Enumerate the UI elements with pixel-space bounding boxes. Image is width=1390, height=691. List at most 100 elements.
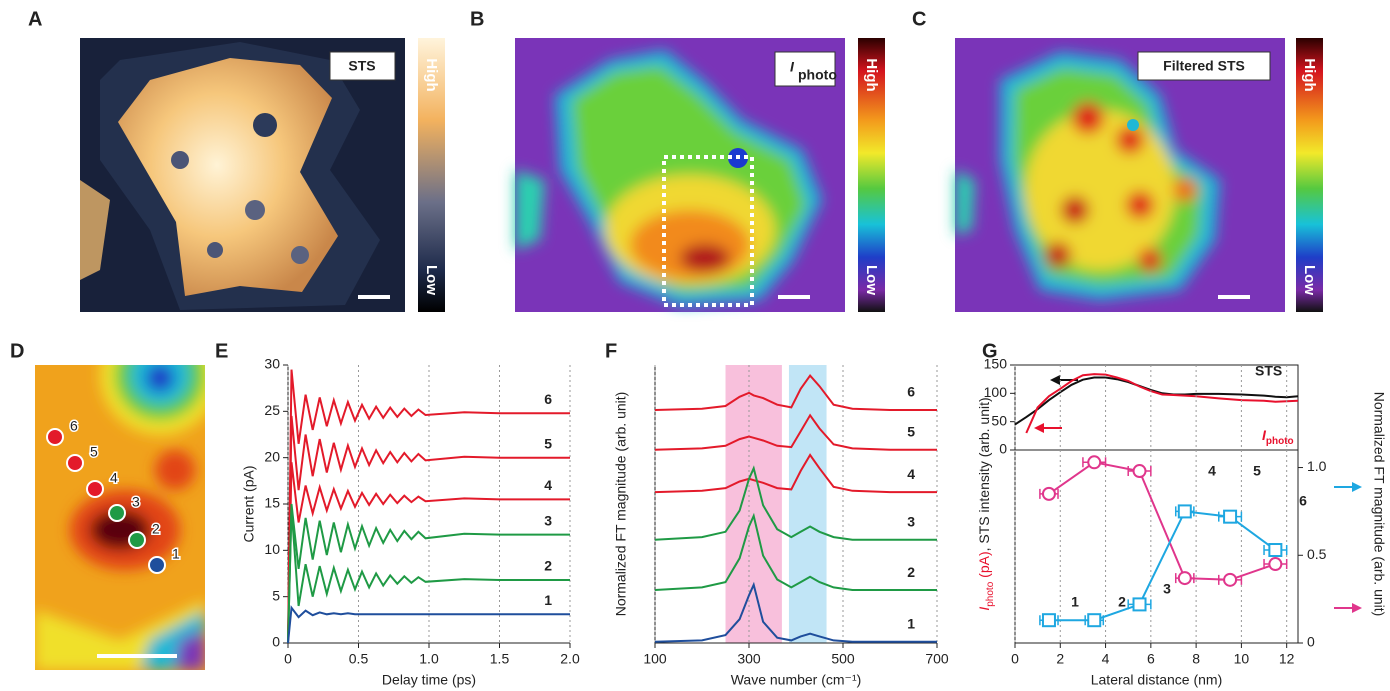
x-tick-label: 700 bbox=[925, 651, 949, 667]
x-tick-label: 0 bbox=[284, 651, 292, 667]
y-tick-label: 5 bbox=[272, 587, 280, 603]
image-label-sub: photo bbox=[798, 67, 837, 83]
point-label: 1 bbox=[172, 546, 180, 562]
y-axis-label: Normalized FT magnitude (arb. unit) bbox=[1371, 392, 1387, 617]
series-line bbox=[287, 605, 570, 644]
series-label: 5 bbox=[544, 435, 552, 451]
x-tick-label: 4 bbox=[1102, 651, 1110, 667]
series-line bbox=[654, 373, 937, 411]
y-tick-label: 0 bbox=[999, 441, 1007, 457]
series-line bbox=[654, 581, 937, 643]
colorbar-high: High bbox=[863, 58, 880, 91]
x-tick-label: 500 bbox=[831, 651, 855, 667]
y-tick-label: 15 bbox=[264, 495, 280, 511]
x-axis-label: Wave number (cm⁻¹) bbox=[731, 672, 862, 688]
series-label: 4 bbox=[907, 466, 915, 482]
point-marker bbox=[108, 504, 126, 522]
series-label: 1 bbox=[907, 615, 915, 631]
series-line bbox=[287, 462, 570, 644]
label-part: I bbox=[976, 607, 992, 611]
arrows bbox=[1034, 375, 1362, 613]
series-label: 6 bbox=[544, 391, 552, 407]
point-label: 2 bbox=[1118, 594, 1126, 610]
point-label: 4 bbox=[1208, 463, 1216, 479]
x-tick-label: 300 bbox=[737, 651, 761, 667]
marker bbox=[1087, 455, 1102, 470]
marker bbox=[1132, 464, 1147, 479]
x-axis-label: Delay time (ps) bbox=[382, 672, 476, 688]
panel-letter: G bbox=[982, 340, 998, 362]
colorbar-high: High bbox=[423, 58, 440, 91]
series-label: 6 bbox=[907, 384, 915, 400]
y-tick-label: 0 bbox=[272, 634, 280, 650]
series-line bbox=[287, 369, 570, 644]
panel-letter: E bbox=[215, 340, 228, 362]
y-tick-label: 25 bbox=[264, 402, 280, 418]
marker bbox=[1132, 597, 1147, 612]
panel-letter: A bbox=[28, 8, 42, 30]
panel-letter: F bbox=[605, 340, 617, 362]
label-part: (pA) bbox=[976, 551, 992, 581]
series-line bbox=[654, 465, 937, 541]
colorbar-low: Low bbox=[1301, 265, 1318, 295]
point-label: 4 bbox=[110, 470, 118, 486]
series-label: 3 bbox=[544, 512, 552, 528]
series-line bbox=[1025, 373, 1299, 434]
marker bbox=[1041, 486, 1056, 501]
point-label: 3 bbox=[132, 494, 140, 510]
sts-image: STS High Low bbox=[80, 38, 445, 312]
panel-letter: D bbox=[10, 340, 24, 362]
x-tick-label: 100 bbox=[643, 651, 667, 667]
series-label: 1 bbox=[544, 592, 552, 608]
y-tick-label: 150 bbox=[984, 356, 1008, 372]
zoom-image bbox=[35, 365, 205, 670]
x-tick-label: 1.0 bbox=[419, 651, 439, 667]
image-label: STS bbox=[348, 58, 375, 74]
point-label: 6 bbox=[70, 418, 78, 434]
x-tick-label: 8 bbox=[1192, 651, 1200, 667]
series-line bbox=[287, 503, 570, 644]
series-line bbox=[654, 512, 937, 591]
colorbar-high: High bbox=[1301, 58, 1318, 91]
point-label: 1 bbox=[1071, 594, 1079, 610]
x-tick-label: 0.5 bbox=[349, 651, 369, 667]
series-label: 3 bbox=[907, 513, 915, 529]
series-line bbox=[654, 413, 937, 451]
band bbox=[725, 365, 782, 643]
image-label: Filtered STS bbox=[1163, 58, 1245, 74]
y-tick-label: 0 bbox=[1307, 634, 1315, 650]
marker bbox=[1177, 504, 1192, 519]
x-tick-label: 6 bbox=[1147, 651, 1155, 667]
point-label: 3 bbox=[1163, 581, 1171, 597]
point-marker bbox=[66, 454, 84, 472]
band bbox=[788, 365, 827, 643]
plot-frame bbox=[1014, 449, 1299, 644]
marker bbox=[1177, 571, 1192, 586]
label-part: , STS intensity (arb. unit) bbox=[976, 397, 992, 551]
y-tick-label: 20 bbox=[264, 448, 280, 464]
x-tick-label: 0 bbox=[1011, 651, 1019, 667]
point-marker bbox=[86, 480, 104, 498]
point-label: 6 bbox=[1299, 493, 1307, 509]
x-tick-label: 2.0 bbox=[560, 651, 580, 667]
marker bbox=[1268, 543, 1283, 558]
y-axis-label: Normalized FT magnitude (arb. unit) bbox=[613, 392, 629, 617]
series-label: 2 bbox=[544, 558, 552, 574]
point-label: 2 bbox=[152, 521, 160, 537]
label: Iphoto (pA), STS intensity (arb. unit) bbox=[976, 397, 996, 610]
y-tick-label: 100 bbox=[984, 384, 1008, 400]
label-part: photo bbox=[985, 581, 996, 606]
series-label: 5 bbox=[907, 423, 915, 439]
panel-letter: B bbox=[470, 8, 484, 30]
series-line bbox=[654, 453, 937, 494]
point-marker bbox=[128, 531, 146, 549]
marker bbox=[1223, 509, 1238, 524]
filtered-sts-image: Filtered STS High Low bbox=[955, 38, 1323, 312]
series-line bbox=[287, 415, 570, 644]
x-axis-label: Lateral distance (nm) bbox=[1091, 672, 1223, 688]
point-label: 5 bbox=[1253, 463, 1261, 479]
y-tick-label: 50 bbox=[991, 412, 1007, 428]
marker bbox=[1268, 557, 1283, 572]
point-label: 5 bbox=[90, 444, 98, 460]
